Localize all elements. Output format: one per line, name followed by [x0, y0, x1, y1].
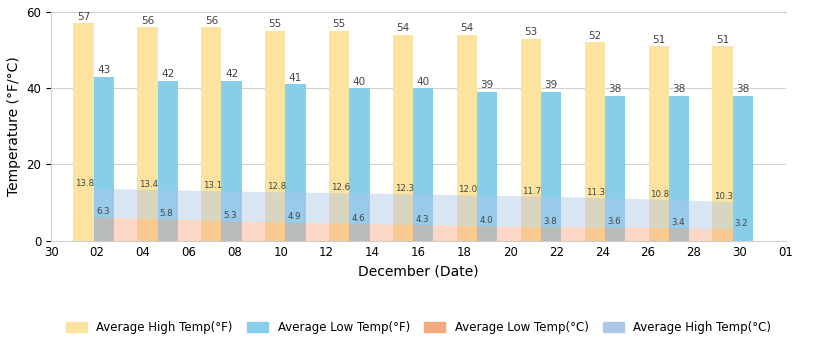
- Text: 38: 38: [672, 84, 686, 94]
- Text: 4.9: 4.9: [288, 212, 301, 222]
- Text: 39: 39: [544, 80, 558, 90]
- Bar: [286, 84, 305, 241]
- Text: 38: 38: [608, 84, 622, 94]
- Bar: [584, 42, 605, 241]
- Text: 13.8: 13.8: [75, 178, 94, 188]
- Bar: [712, 46, 733, 241]
- Text: 11.7: 11.7: [522, 186, 541, 195]
- Text: 40: 40: [417, 77, 430, 87]
- Text: 53: 53: [525, 27, 538, 37]
- Text: 12.0: 12.0: [458, 185, 477, 194]
- Text: 11.3: 11.3: [586, 188, 605, 197]
- Bar: [733, 96, 753, 241]
- Text: 4.3: 4.3: [415, 215, 429, 224]
- Bar: [413, 88, 433, 241]
- Text: 42: 42: [225, 69, 238, 79]
- Bar: [137, 27, 158, 241]
- Text: 52: 52: [588, 31, 602, 41]
- Text: 54: 54: [461, 23, 474, 33]
- Text: 3.6: 3.6: [607, 218, 621, 226]
- Text: 56: 56: [141, 16, 154, 26]
- Bar: [541, 92, 561, 241]
- Text: 55: 55: [269, 20, 282, 29]
- Text: 51: 51: [652, 35, 666, 45]
- Bar: [349, 88, 369, 241]
- Text: 3.2: 3.2: [735, 219, 749, 228]
- Text: 51: 51: [716, 35, 729, 45]
- Text: 13.1: 13.1: [203, 181, 222, 190]
- Text: 12.6: 12.6: [330, 183, 349, 192]
- Bar: [265, 31, 286, 241]
- Bar: [648, 46, 669, 241]
- Legend: Average High Temp(°F), Average Low Temp(°F), Average Low Temp(°C), Average High : Average High Temp(°F), Average Low Temp(…: [60, 315, 777, 340]
- Text: 10.8: 10.8: [650, 190, 669, 199]
- Text: 38: 38: [736, 84, 749, 94]
- Text: 41: 41: [289, 73, 302, 83]
- Text: 42: 42: [161, 69, 174, 79]
- Text: 5.3: 5.3: [224, 211, 237, 220]
- Text: 12.8: 12.8: [266, 182, 286, 191]
- Bar: [158, 81, 178, 241]
- Bar: [393, 35, 413, 241]
- Text: 13.4: 13.4: [139, 180, 158, 189]
- Text: 57: 57: [77, 12, 90, 22]
- Text: 3.8: 3.8: [543, 217, 557, 226]
- Text: 12.3: 12.3: [394, 184, 413, 193]
- Text: 3.4: 3.4: [671, 218, 685, 227]
- Text: 10.3: 10.3: [714, 192, 733, 201]
- Bar: [74, 24, 94, 241]
- Text: 54: 54: [397, 23, 410, 33]
- Bar: [605, 96, 625, 241]
- Bar: [457, 35, 477, 241]
- Text: 4.6: 4.6: [352, 214, 365, 223]
- Text: 39: 39: [481, 80, 494, 90]
- Text: 5.8: 5.8: [160, 209, 173, 218]
- Bar: [520, 39, 541, 241]
- Bar: [477, 92, 497, 241]
- Text: 43: 43: [97, 65, 110, 75]
- Bar: [669, 96, 689, 241]
- Text: 6.3: 6.3: [96, 207, 110, 216]
- Bar: [201, 27, 222, 241]
- Y-axis label: Temperature (°F/°C): Temperature (°F/°C): [7, 56, 21, 196]
- Text: 55: 55: [333, 20, 346, 29]
- Text: 4.0: 4.0: [479, 216, 493, 225]
- X-axis label: December (Date): December (Date): [359, 264, 479, 278]
- Bar: [329, 31, 349, 241]
- Text: 56: 56: [205, 16, 218, 26]
- Bar: [94, 77, 114, 241]
- Bar: [222, 81, 242, 241]
- Text: 40: 40: [353, 77, 366, 87]
